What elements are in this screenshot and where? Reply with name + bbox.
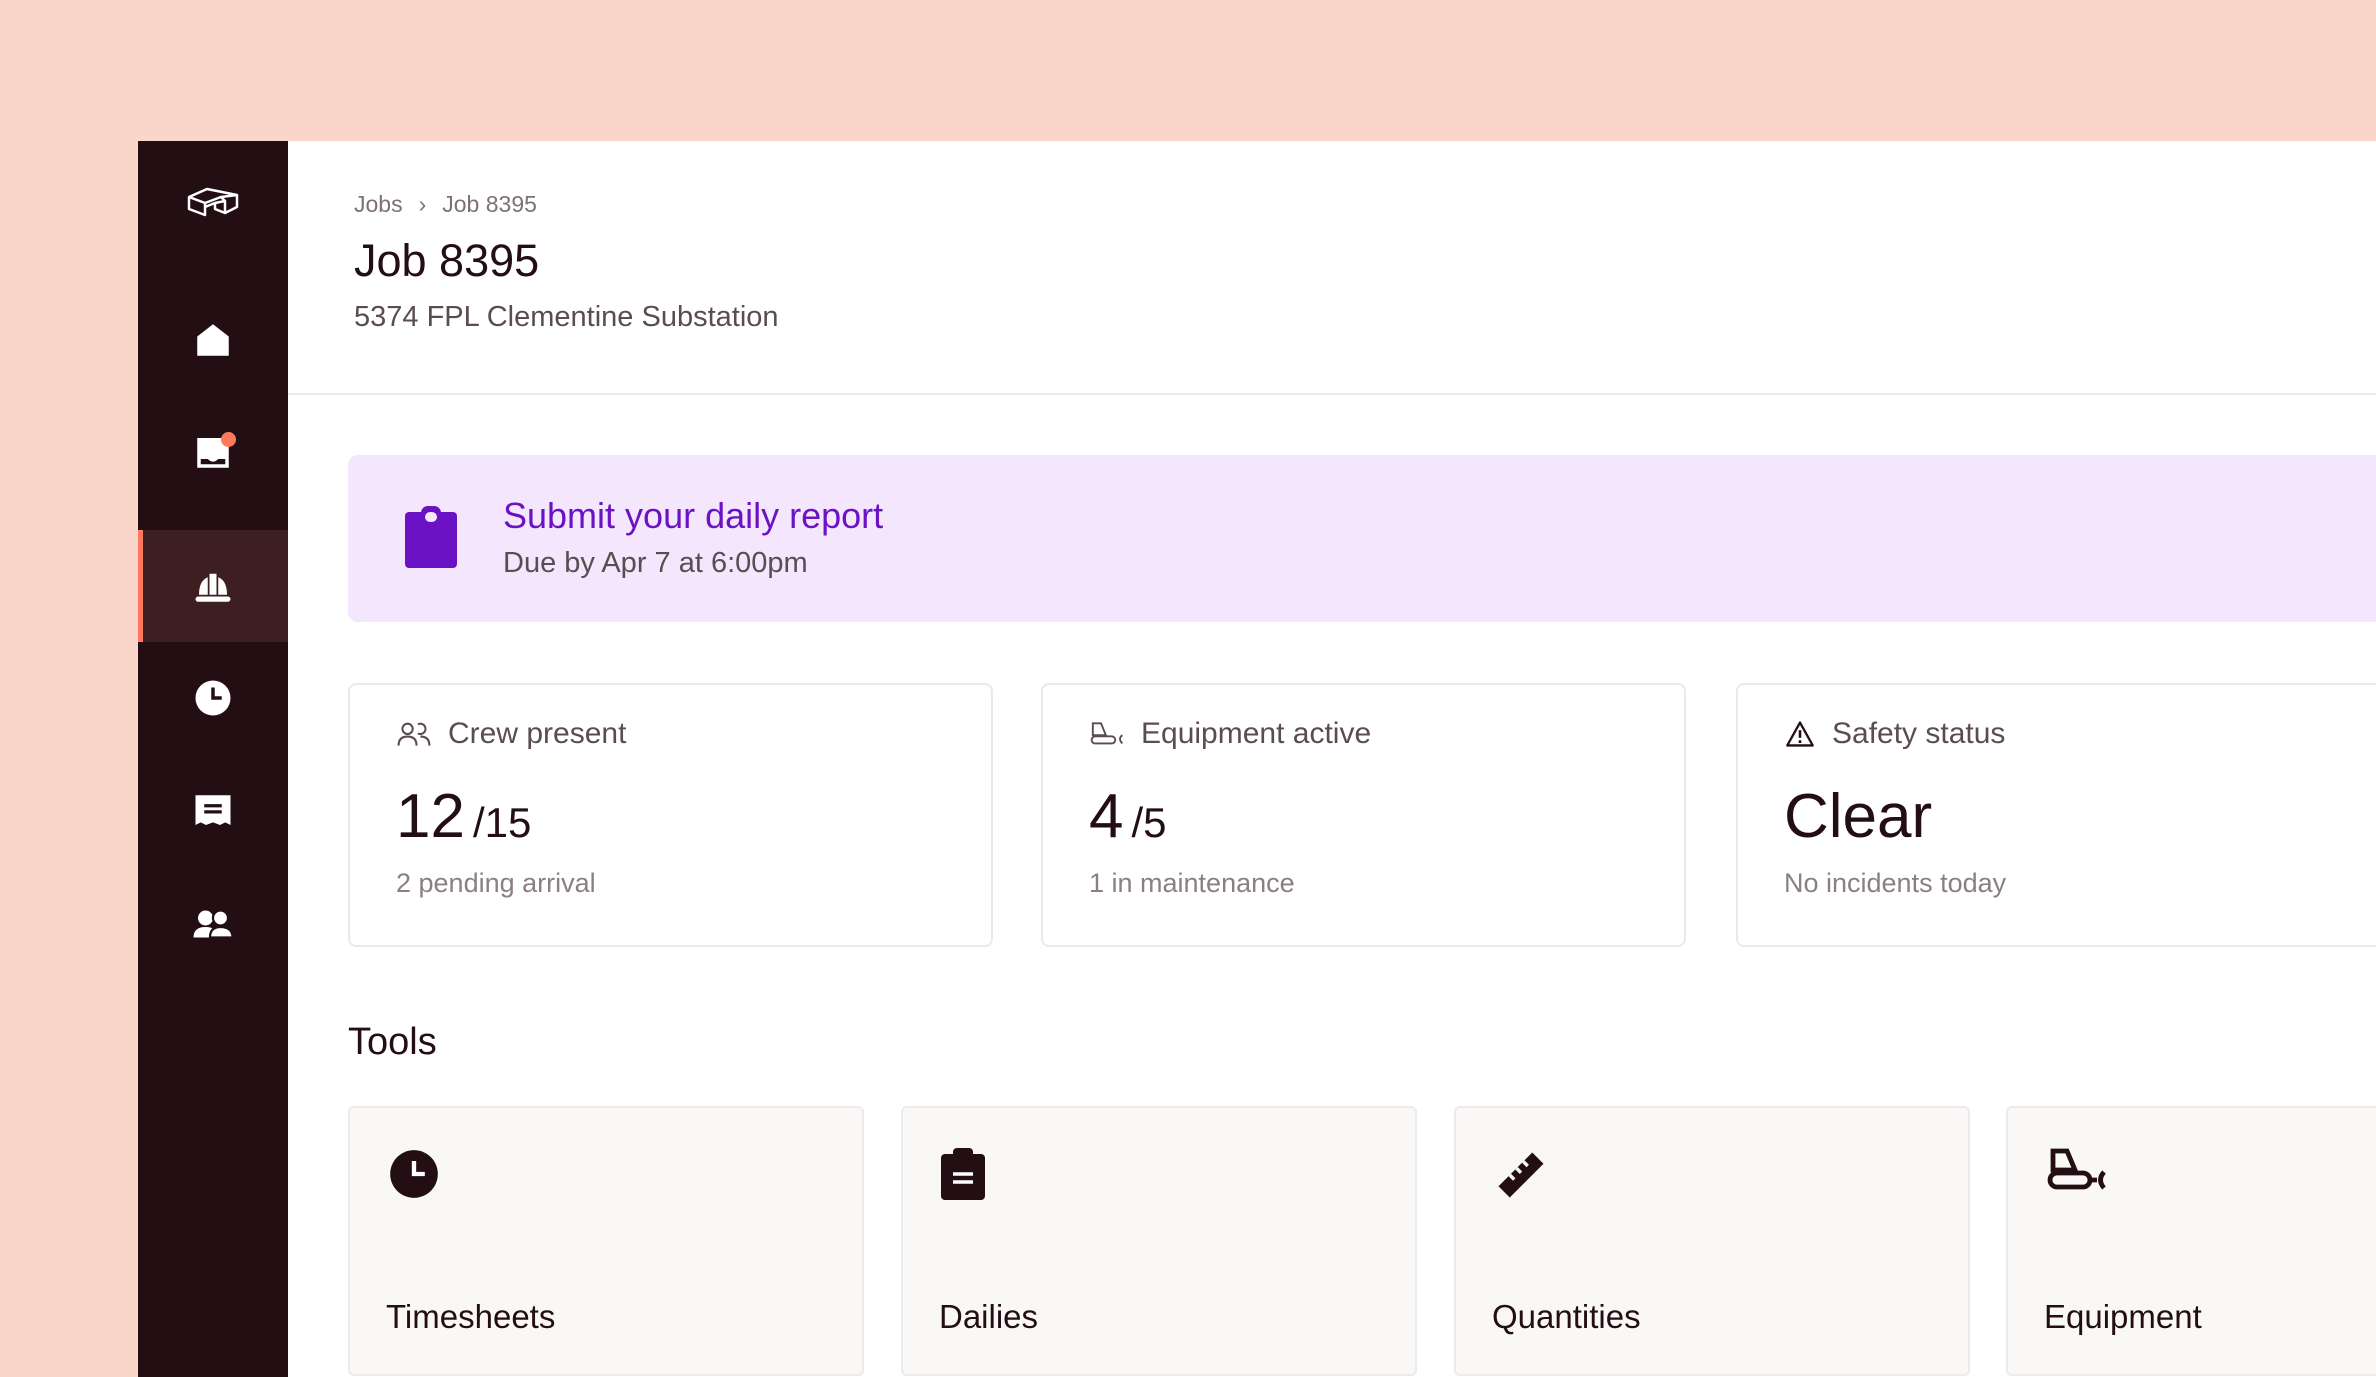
sidebar [138,141,288,1377]
breadcrumb: Jobs › Job 8395 [354,191,537,218]
daily-report-banner[interactable]: Submit your daily report Due by Apr 7 at… [348,455,2376,622]
tool-label: Quantities [1492,1298,1641,1335]
stat-value: Clear [1784,782,1933,851]
clipboard-icon [941,1148,985,1200]
sidebar-item-home[interactable] [138,284,288,396]
receipt-icon [195,795,231,825]
tool-quantities[interactable]: Quantities [1454,1106,1970,1376]
tool-label: Equipment [2044,1298,2202,1335]
clock-icon [390,1150,438,1198]
stat-value: 4 [1089,782,1124,851]
tool-label: Dailies [939,1298,1039,1335]
sidebar-item-receipts[interactable] [138,755,288,867]
breadcrumb-current: Job 8395 [442,191,537,217]
tool-timesheets[interactable]: Timesheets [348,1106,864,1376]
bulldozer-icon [2047,1148,2106,1190]
page-subtitle: 5374 FPL Clementine Substation [354,301,779,333]
bulldozer-outline-icon [1090,722,1124,745]
stat-total: /15 [472,799,532,846]
banner-due: Due by Apr 7 at 6:00pm [503,547,808,579]
tool-equipment[interactable]: Equipment [2006,1106,2376,1376]
breadcrumb-jobs[interactable]: Jobs [354,191,403,217]
sidebar-item-inbox[interactable] [138,396,288,508]
stat-label: Crew present [448,717,627,750]
tool-label: Timesheets [386,1298,556,1335]
notification-badge [221,432,236,447]
stat-card-safety: Safety status Clear No incidents today [1736,683,2376,947]
hard-hat-icon [195,573,231,602]
home-icon [197,324,229,356]
people-outline-icon [397,722,431,746]
warning-icon [1786,721,1814,747]
stat-note: 2 pending arrival [396,868,596,898]
clipboard-icon [405,506,457,568]
logo-icon [187,187,239,217]
stat-label: Equipment active [1141,717,1372,750]
stat-note: No incidents today [1784,868,2007,898]
logo[interactable] [138,146,288,258]
ruler-icon [1498,1152,1544,1198]
stat-note: 1 in maintenance [1089,868,1295,898]
divider [288,393,2376,395]
main-content: Jobs › Job 8395 Job 8395 5374 FPL Clemen… [288,141,2376,1377]
page-title: Job 8395 [354,235,540,286]
tool-dailies[interactable]: Dailies [901,1106,1417,1376]
stat-label: Safety status [1832,717,2006,750]
stat-total: /5 [1131,799,1167,846]
inbox-icon [197,438,229,468]
stat-card-crew: Crew present 12/15 2 pending arrival [348,683,993,947]
app-window: Jobs › Job 8395 Job 8395 5374 FPL Clemen… [138,141,2376,1377]
sidebar-item-time[interactable] [138,642,288,754]
tools-heading: Tools [348,1021,437,1063]
people-icon [193,909,234,939]
clock-icon [195,680,231,716]
chevron-right-icon: › [418,191,427,217]
stat-card-equipment: Equipment active 4/5 1 in maintenance [1041,683,1686,947]
sidebar-item-jobs[interactable] [138,530,288,642]
banner-title[interactable]: Submit your daily report [503,495,884,536]
stat-value: 12 [396,782,465,851]
sidebar-item-people[interactable] [138,868,288,980]
